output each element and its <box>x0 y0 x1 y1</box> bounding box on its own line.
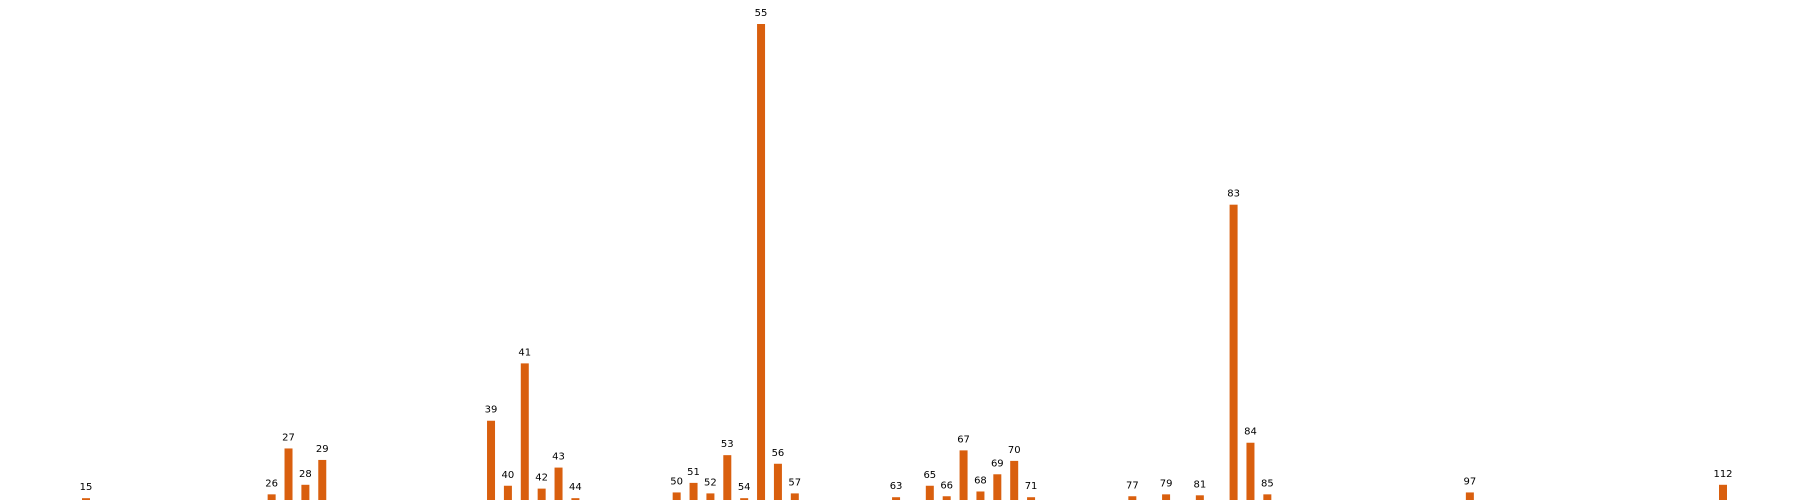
bar-label-57: 57 <box>788 477 801 488</box>
bar-labels-layer: 15 26 27 28 29 39 40 41 42 43 44 50 51 52 53 54 55 56 57 63… <box>80 8 1733 493</box>
bar-label-85: 85 <box>1261 478 1274 489</box>
bar-63 <box>892 497 901 500</box>
bar-label-42: 42 <box>535 473 548 484</box>
bar-40 <box>503 485 512 500</box>
bar-label-56: 56 <box>772 448 785 459</box>
bar-112 <box>1719 484 1727 500</box>
bar-29 <box>318 459 327 500</box>
bar-84 <box>1246 442 1255 500</box>
bar-41 <box>520 363 529 500</box>
bar-label-112: 112 <box>1713 469 1732 480</box>
bar-label-66: 66 <box>940 480 953 491</box>
bar-28 <box>301 484 310 500</box>
bar-label-26: 26 <box>265 478 278 489</box>
bar-44 <box>571 498 580 500</box>
bar-label-28: 28 <box>299 469 312 480</box>
bar-label-43: 43 <box>552 452 565 463</box>
bar-83 <box>1229 204 1238 500</box>
bar-label-83: 83 <box>1227 189 1240 200</box>
bar-15 <box>82 498 90 500</box>
bar-70 <box>1010 460 1019 500</box>
bar-label-70: 70 <box>1008 445 1021 456</box>
bar-67 <box>959 450 968 500</box>
bar-label-15: 15 <box>80 482 93 493</box>
bar-81 <box>1195 495 1204 500</box>
bar-69 <box>993 474 1002 500</box>
bar-label-53: 53 <box>721 439 734 450</box>
bar-68 <box>976 491 985 500</box>
bar-97 <box>1465 492 1474 500</box>
bar-57 <box>790 493 799 500</box>
bar-label-51: 51 <box>687 467 700 478</box>
bar-label-44: 44 <box>569 482 582 493</box>
bar-label-79: 79 <box>1160 478 1173 489</box>
bar-label-63: 63 <box>890 481 903 492</box>
bar-66 <box>942 496 951 500</box>
bar-label-81: 81 <box>1193 479 1206 490</box>
bar-label-27: 27 <box>282 432 295 443</box>
bar-label-97: 97 <box>1463 476 1476 487</box>
bar-54 <box>740 498 749 500</box>
bar-label-41: 41 <box>518 347 531 358</box>
bar-53 <box>723 455 732 500</box>
bar-26 <box>267 494 276 500</box>
bar-50 <box>672 492 681 500</box>
bar-85 <box>1263 494 1272 500</box>
bar-label-68: 68 <box>974 475 987 486</box>
bar-label-40: 40 <box>502 470 515 481</box>
bar-label-69: 69 <box>991 458 1004 469</box>
bar-label-54: 54 <box>738 482 751 493</box>
bar-label-67: 67 <box>957 434 970 445</box>
bar-label-29: 29 <box>316 444 329 455</box>
bar-55 <box>757 24 766 500</box>
bar-42 <box>537 488 546 500</box>
bar-56 <box>773 463 782 500</box>
bar-71 <box>1027 497 1036 500</box>
bar-77 <box>1128 496 1137 500</box>
bar-label-71: 71 <box>1025 481 1038 492</box>
bar-label-77: 77 <box>1126 480 1139 491</box>
bar-label-39: 39 <box>485 405 498 416</box>
bar-label-52: 52 <box>704 477 717 488</box>
bar-39 <box>487 420 496 500</box>
bar-label-50: 50 <box>670 476 683 487</box>
bar-label-55: 55 <box>755 8 768 19</box>
bar-65 <box>925 485 934 500</box>
bar-43 <box>554 467 563 500</box>
bar-52 <box>706 493 715 500</box>
bar-label-84: 84 <box>1244 427 1257 438</box>
bar-label-65: 65 <box>923 470 936 481</box>
bar-51 <box>689 482 698 500</box>
bars-layer <box>82 24 1727 500</box>
bar-27 <box>284 448 293 500</box>
bar-79 <box>1162 494 1171 500</box>
